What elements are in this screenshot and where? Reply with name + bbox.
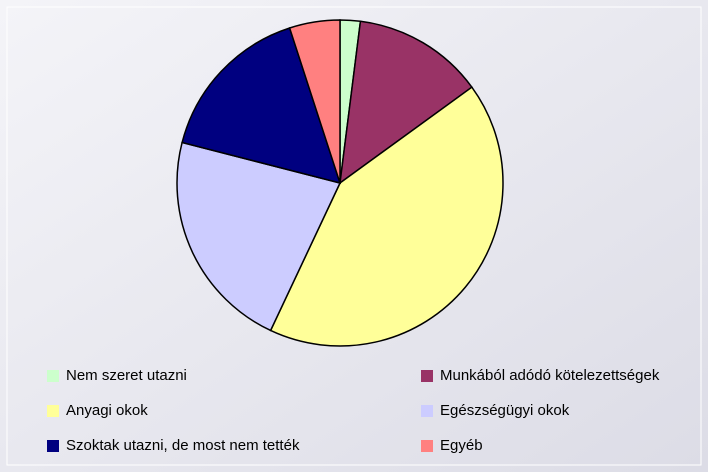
legend-swatch [47, 370, 59, 382]
legend-label: Munkából adódó kötelezettségek [440, 367, 660, 384]
legend-label: Egészségügyi okok [440, 402, 570, 419]
pie-slice [181, 27, 342, 185]
legend-swatch [421, 370, 433, 382]
legend-swatch [421, 440, 433, 452]
legend-swatch [421, 405, 433, 417]
pie-slice [288, 19, 341, 184]
pie-slice [269, 86, 504, 347]
legend-swatch [47, 405, 59, 417]
pie-slice [339, 20, 473, 185]
plot-border [6, 6, 702, 466]
pie-slice [176, 141, 342, 332]
legend-label: Anyagi okok [66, 402, 148, 419]
legend-label: Szoktak utazni, de most nem tették [66, 437, 300, 454]
legend-label: Egyéb [440, 437, 483, 454]
legend-swatch [47, 440, 59, 452]
legend-label: Nem szeret utazni [66, 367, 187, 384]
